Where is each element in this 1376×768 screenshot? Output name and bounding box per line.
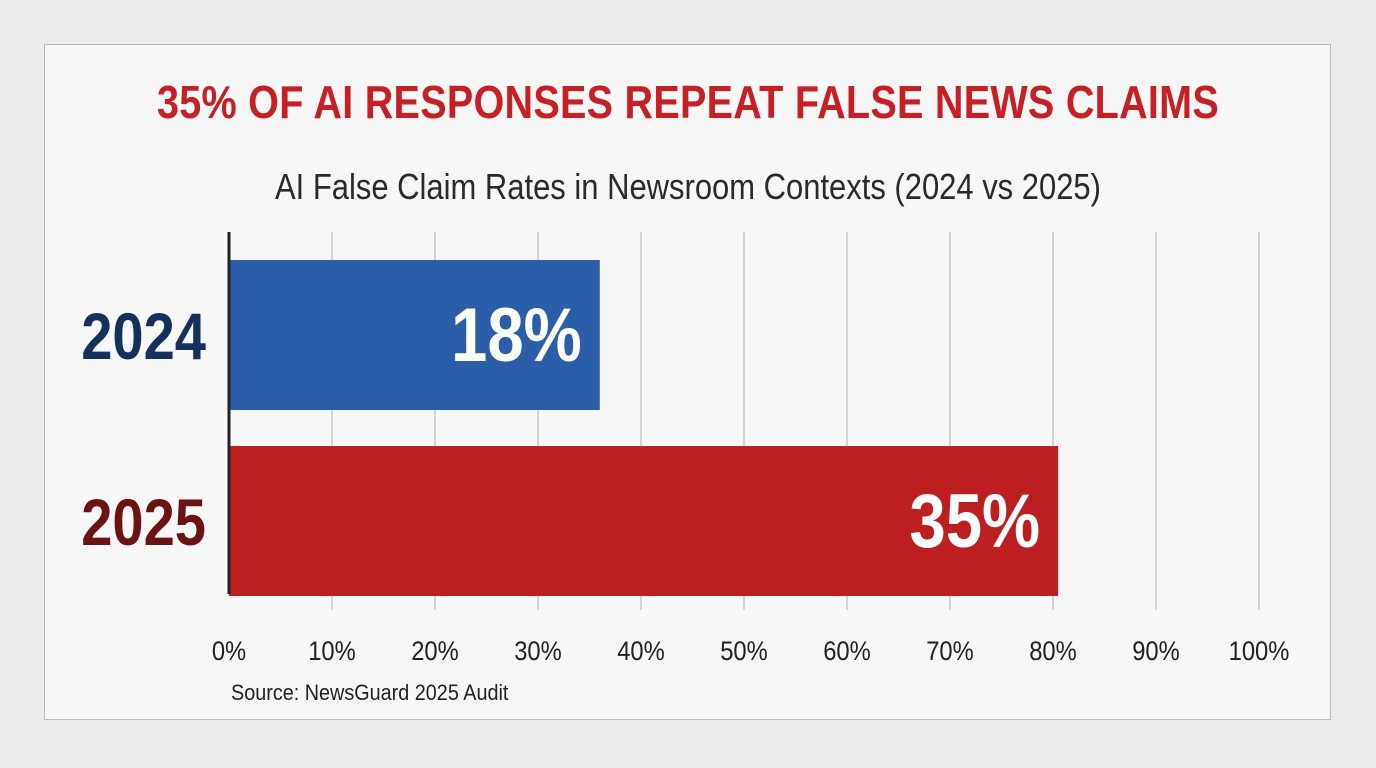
bars	[229, 260, 1059, 596]
bar-2024	[229, 260, 600, 410]
labels: 0% 10% 20% 30% 40% 50% 60% 70% 80% 90% 100% 18% 2024…	[81, 293, 1289, 666]
x-tick-label: 70%	[926, 637, 974, 667]
bar-value-label-2025: 35%	[909, 479, 1040, 564]
x-tick-label: 90%	[1132, 637, 1180, 667]
source-note: Source: NewsGuard 2025 Audit	[231, 680, 509, 705]
bar-2025	[229, 446, 1059, 596]
headline: 35% OF AI RESPONSES REPEAT FALSE NEWS CL…	[156, 76, 1220, 128]
x-tick-label: 30%	[514, 637, 562, 667]
x-tick-label: 100%	[1229, 637, 1290, 667]
category-label-2024: 2024	[81, 300, 206, 373]
x-tick-label: 40%	[617, 637, 665, 667]
category-label-2025: 2025	[81, 486, 206, 559]
x-tick-label: 10%	[308, 637, 356, 667]
chart-title: AI False Claim Rates in Newsroom Context…	[275, 166, 1101, 207]
x-tick-label: 60%	[823, 637, 871, 667]
bar-value-label-2024: 18%	[451, 293, 582, 378]
x-tick-label: 20%	[411, 637, 459, 667]
x-tick-label: 0%	[212, 637, 246, 667]
x-tick-label: 80%	[1029, 637, 1077, 667]
x-tick-label: 50%	[720, 637, 768, 667]
